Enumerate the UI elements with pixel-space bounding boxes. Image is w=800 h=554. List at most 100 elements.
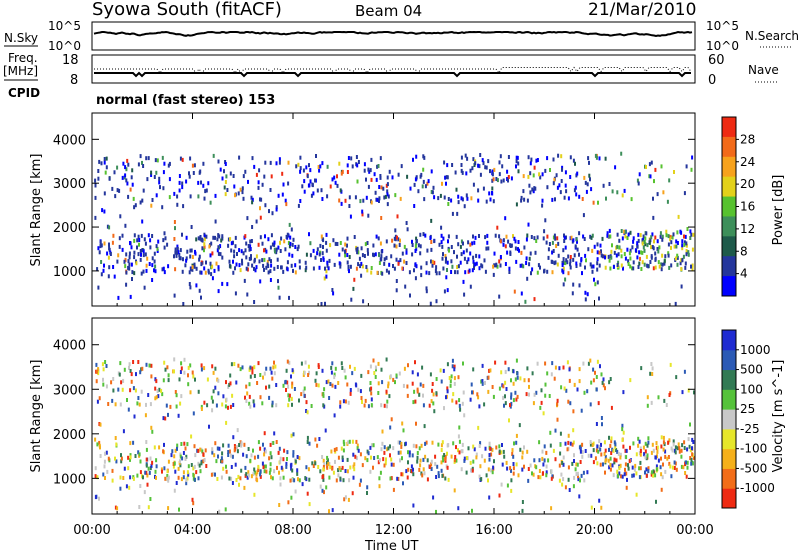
data-point xyxy=(263,431,266,436)
data-point xyxy=(262,465,265,469)
data-point xyxy=(606,233,609,238)
data-point xyxy=(395,279,398,283)
data-point xyxy=(414,360,416,365)
data-point xyxy=(621,236,624,241)
data-point xyxy=(656,239,659,244)
data-point xyxy=(305,400,308,405)
data-point xyxy=(389,444,391,449)
data-point xyxy=(161,155,164,160)
data-point xyxy=(118,236,121,241)
data-point xyxy=(654,256,657,261)
data-point xyxy=(499,239,502,244)
data-point xyxy=(128,255,131,260)
data-point xyxy=(276,265,279,269)
data-point xyxy=(134,203,137,208)
data-point xyxy=(569,175,572,179)
noise-right-tick-top: 10^5 xyxy=(706,19,739,33)
data-point xyxy=(589,177,591,182)
data-point xyxy=(515,440,518,445)
data-point xyxy=(514,390,517,395)
data-point xyxy=(167,506,170,511)
data-point xyxy=(103,464,106,469)
data-point xyxy=(367,251,369,256)
data-point xyxy=(510,176,513,181)
data-point xyxy=(411,381,414,386)
data-point xyxy=(601,236,604,241)
data-point xyxy=(175,253,178,258)
data-point xyxy=(665,403,668,407)
data-point xyxy=(664,449,667,454)
data-point xyxy=(512,398,515,403)
data-point xyxy=(407,460,409,465)
data-point xyxy=(683,191,686,196)
data-point xyxy=(296,247,299,252)
data-point xyxy=(253,300,256,304)
data-point xyxy=(280,265,282,270)
data-point xyxy=(271,376,274,381)
data-point xyxy=(414,262,417,267)
data-point xyxy=(261,241,264,246)
data-point xyxy=(604,459,607,464)
data-point xyxy=(174,469,177,474)
data-point xyxy=(638,250,641,255)
data-point xyxy=(502,449,505,454)
data-point xyxy=(259,215,262,220)
data-point xyxy=(690,167,693,172)
data-point xyxy=(593,277,595,282)
data-point xyxy=(469,284,472,289)
data-point xyxy=(369,445,372,450)
data-point xyxy=(469,242,472,247)
data-point xyxy=(131,270,134,275)
data-point xyxy=(384,461,387,466)
data-point xyxy=(349,364,351,369)
data-point xyxy=(319,469,322,474)
data-point xyxy=(449,379,452,384)
data-point xyxy=(200,461,203,466)
data-point xyxy=(116,188,119,193)
data-point xyxy=(94,474,97,479)
data-point xyxy=(651,245,654,249)
data-point xyxy=(662,190,665,195)
data-point xyxy=(399,196,402,201)
data-point xyxy=(477,395,480,400)
data-point xyxy=(655,464,658,469)
data-point xyxy=(609,377,612,381)
data-point xyxy=(392,264,394,268)
data-point xyxy=(440,225,443,230)
colorbar-swatch xyxy=(722,117,736,138)
data-point xyxy=(98,422,101,426)
data-point xyxy=(240,441,243,446)
data-point xyxy=(600,452,603,457)
data-point xyxy=(522,189,525,194)
data-point xyxy=(450,259,453,264)
data-point xyxy=(479,153,482,157)
data-point xyxy=(573,188,576,193)
data-point xyxy=(147,233,150,238)
data-point xyxy=(639,449,642,453)
data-point xyxy=(515,358,518,363)
data-point xyxy=(520,195,523,200)
data-point xyxy=(377,164,380,168)
data-point xyxy=(161,267,164,272)
data-point xyxy=(329,382,332,386)
data-point xyxy=(419,382,422,387)
data-point xyxy=(274,249,276,254)
data-point xyxy=(498,444,501,449)
data-point xyxy=(660,267,663,272)
data-point xyxy=(376,270,379,275)
data-point xyxy=(369,168,372,173)
data-point xyxy=(526,449,529,454)
data-point xyxy=(532,173,535,178)
data-point xyxy=(145,156,148,161)
data-point xyxy=(330,365,333,370)
data-point xyxy=(531,371,534,376)
data-point xyxy=(95,369,98,374)
data-point xyxy=(441,440,444,445)
data-point xyxy=(533,165,536,170)
data-point xyxy=(346,457,349,462)
data-point xyxy=(623,188,626,193)
n-sky-label: N.Sky xyxy=(4,31,38,45)
data-point xyxy=(644,236,647,241)
data-point xyxy=(182,470,185,475)
data-point xyxy=(180,361,183,366)
